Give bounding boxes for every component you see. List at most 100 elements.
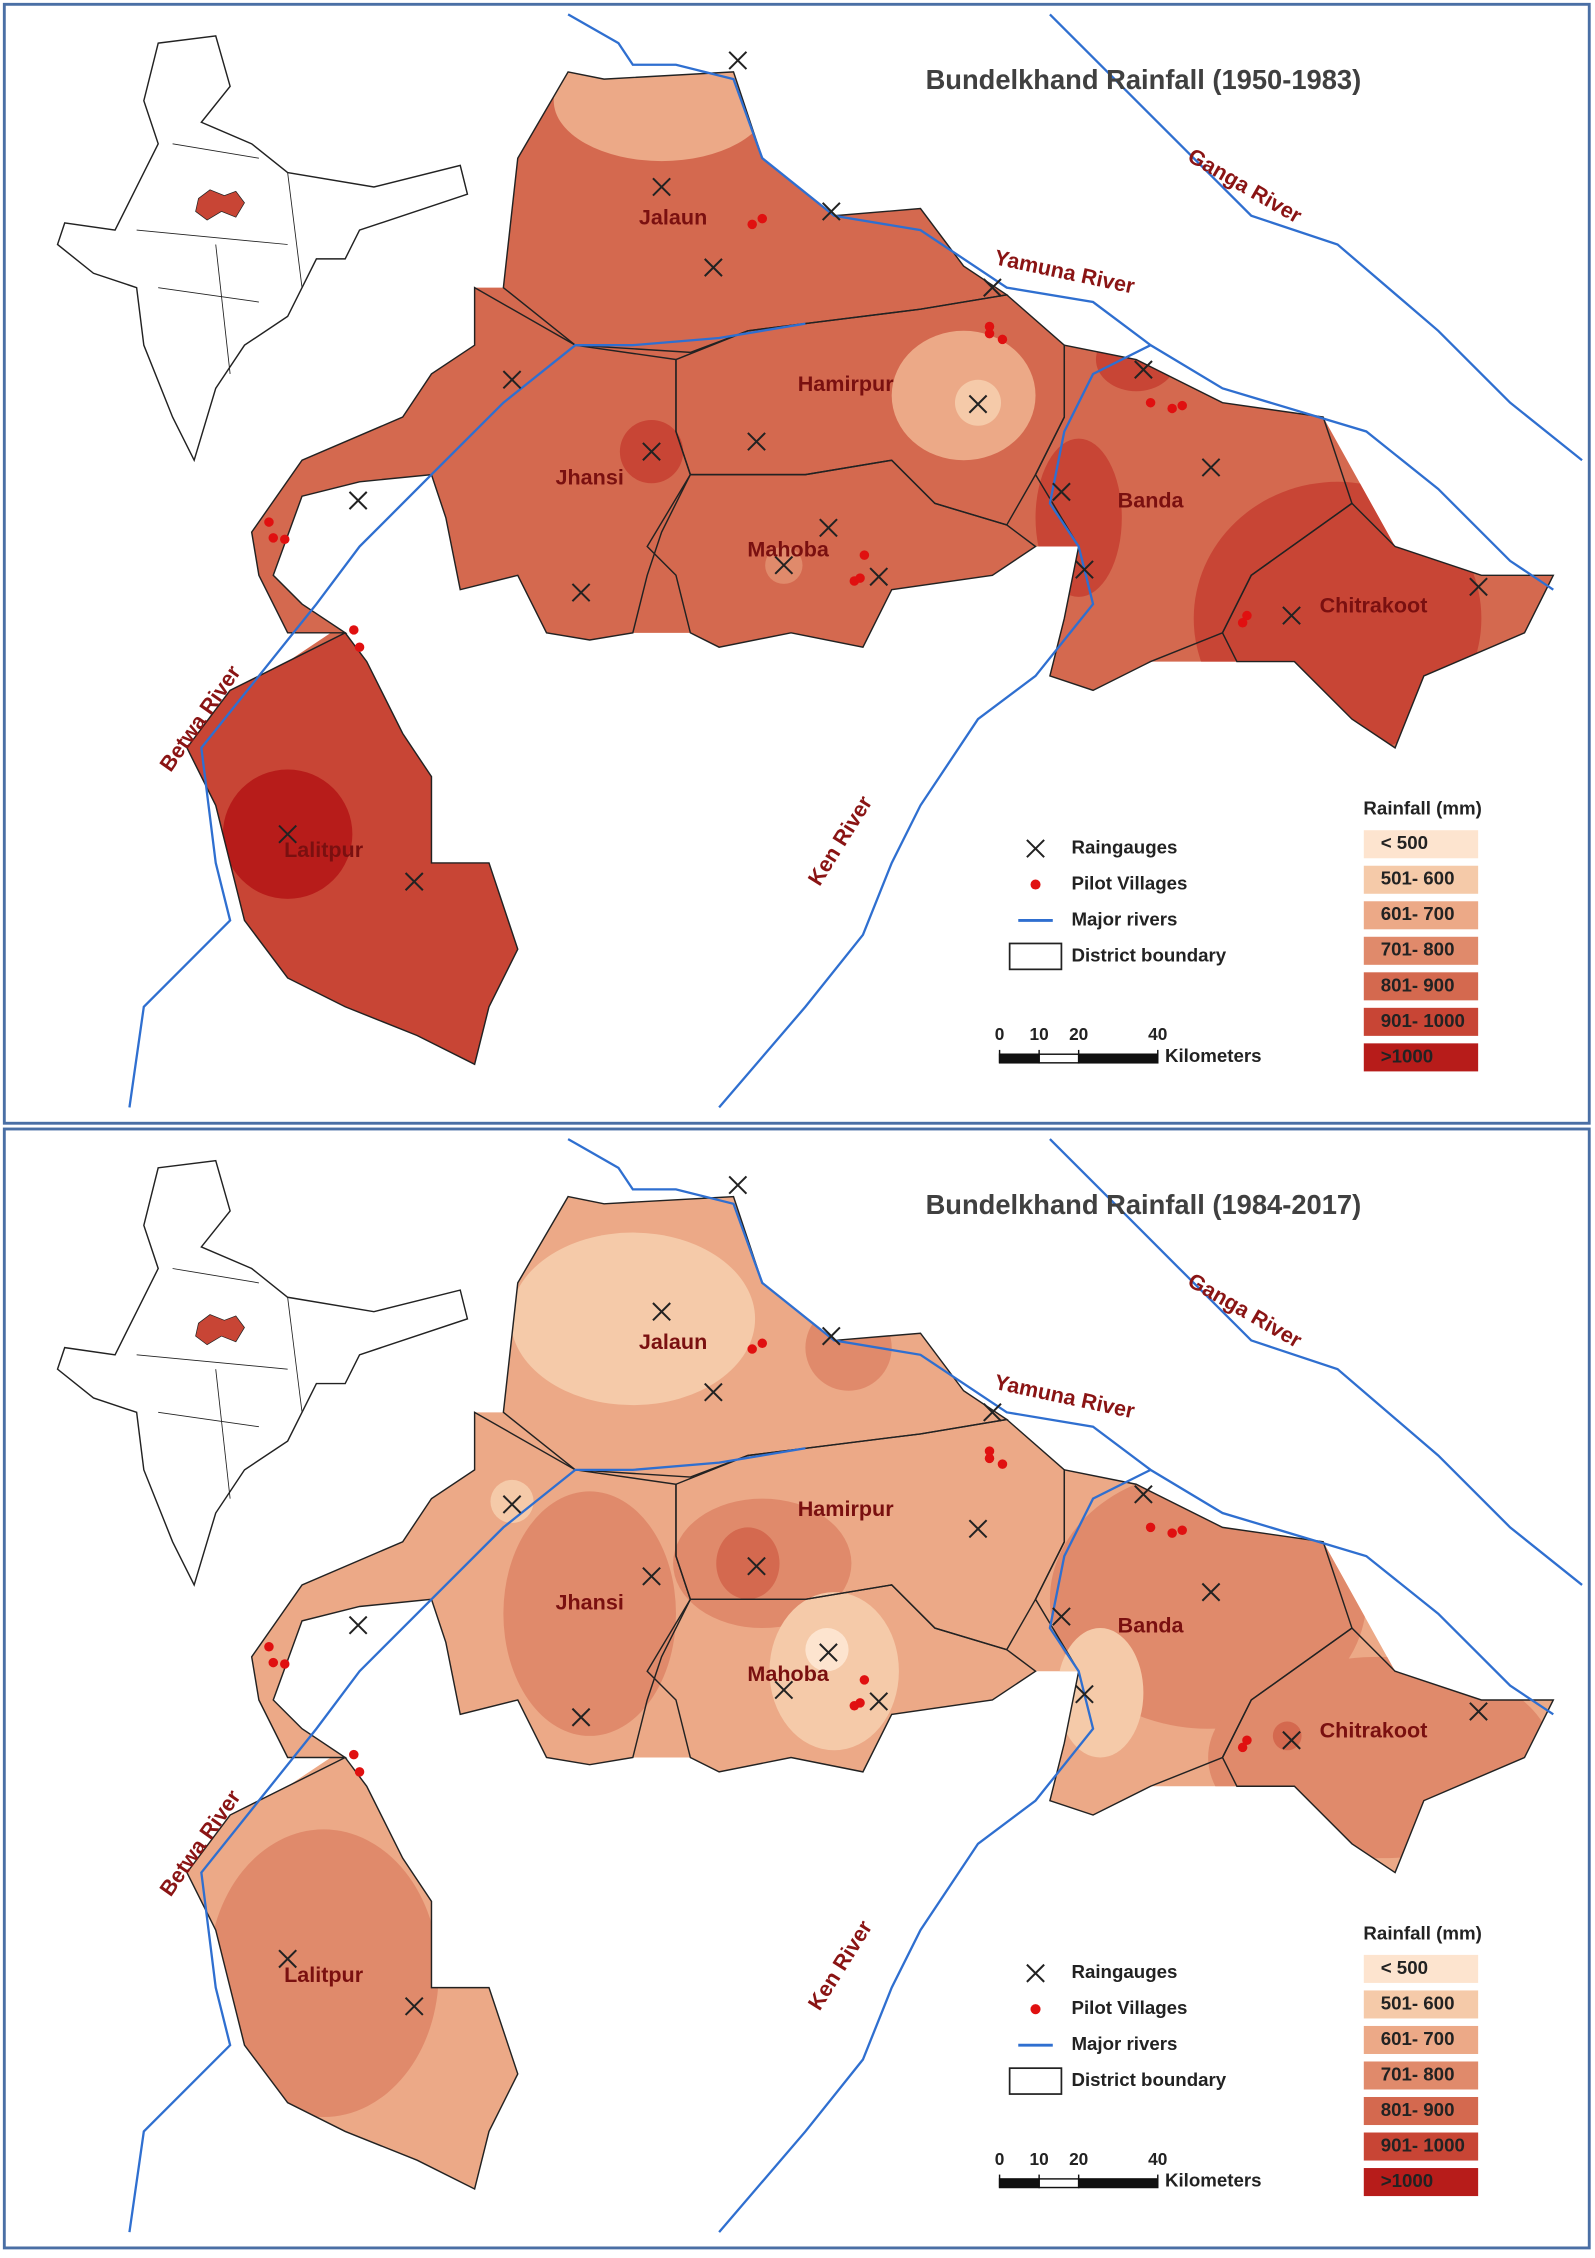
scale-segment bbox=[1038, 2178, 1080, 2189]
scale-segment bbox=[1077, 1053, 1159, 1064]
raingauge bbox=[348, 1615, 368, 1635]
india-outline bbox=[56, 35, 469, 463]
pilot-village bbox=[280, 534, 290, 545]
legend-label: Major rivers bbox=[1071, 908, 1177, 929]
raingauge bbox=[502, 1495, 522, 1514]
pilot-village bbox=[354, 1767, 365, 1777]
raingauge bbox=[404, 1996, 424, 2016]
district-label: Lalitpur bbox=[284, 837, 364, 862]
raingauge bbox=[821, 202, 841, 221]
legend-boundary bbox=[1008, 942, 1063, 971]
legend-label: Pilot Villages bbox=[1071, 872, 1187, 893]
district-label: Mahoba bbox=[747, 537, 829, 562]
pilot-village bbox=[264, 1642, 274, 1652]
raingauge bbox=[404, 872, 424, 891]
rainfall-class-label: 601- 700 bbox=[1381, 2028, 1455, 2049]
raingauge bbox=[819, 518, 838, 538]
raingauge bbox=[1282, 1730, 1301, 1750]
scale-tick-label: 40 bbox=[1148, 2149, 1167, 2169]
india-state-line bbox=[215, 1369, 231, 1499]
river bbox=[1049, 13, 1583, 462]
legend-raingauge bbox=[1026, 839, 1045, 858]
rainfall-class-swatch bbox=[1363, 936, 1479, 966]
india-highlight bbox=[195, 189, 245, 221]
rainfall-zone bbox=[503, 1491, 676, 1736]
rainfall-zone bbox=[490, 1479, 534, 1524]
district-label: Banda bbox=[1118, 488, 1185, 513]
rainfall-class-swatch bbox=[1363, 971, 1479, 1002]
legend-label: District boundary bbox=[1071, 944, 1226, 965]
raingauge bbox=[728, 1175, 748, 1195]
raingauge bbox=[968, 394, 988, 414]
rainfall-zone bbox=[186, 632, 518, 1065]
pilot-village bbox=[997, 1459, 1008, 1469]
pilot-village bbox=[1167, 1528, 1177, 1538]
india-state-line bbox=[172, 1268, 259, 1284]
district-boundary bbox=[646, 459, 1037, 649]
rainfall-class-swatch bbox=[1363, 829, 1479, 859]
raingauge bbox=[652, 1302, 671, 1321]
pilot-village bbox=[268, 533, 279, 543]
raingauge bbox=[1052, 482, 1071, 502]
rainfall-class-swatch bbox=[1363, 2025, 1479, 2055]
rainfall-zone bbox=[769, 1592, 899, 1751]
river bbox=[1049, 1138, 1583, 1586]
india-state-line bbox=[172, 143, 259, 159]
rainfall-zone bbox=[1057, 1628, 1144, 1758]
pilot-village bbox=[997, 334, 1008, 345]
pilot-village bbox=[859, 1675, 870, 1685]
river bbox=[718, 1468, 1152, 2233]
raingauge bbox=[278, 824, 297, 844]
raingauge bbox=[652, 177, 671, 197]
rainfall-class-swatch bbox=[1363, 1042, 1479, 1073]
pilot-village bbox=[1237, 618, 1248, 628]
district-label: Jhansi bbox=[556, 465, 624, 490]
rainfall-zone bbox=[954, 379, 1002, 426]
legend-raingauge bbox=[1026, 1963, 1045, 1983]
district-label: Jalaun bbox=[639, 204, 707, 229]
raingauge bbox=[571, 583, 591, 602]
scale-segment bbox=[998, 1053, 1040, 1064]
district-label: Hamirpur bbox=[798, 1496, 894, 1521]
district-boundary bbox=[1221, 502, 1555, 749]
rainfall-class-label: 801- 900 bbox=[1381, 2099, 1455, 2120]
scale-segment bbox=[1038, 1053, 1080, 1064]
raingauge bbox=[1469, 1702, 1488, 1721]
rainfall-legend-title: Rainfall (mm) bbox=[1363, 1922, 1481, 1943]
pilot-village bbox=[1167, 403, 1177, 414]
rainfall-zone bbox=[805, 1628, 849, 1672]
india-highlight bbox=[195, 1314, 245, 1346]
district-boundary bbox=[186, 1756, 519, 2191]
raingauge bbox=[502, 370, 522, 390]
pilot-village bbox=[984, 1446, 995, 1456]
raingauge bbox=[1282, 606, 1301, 625]
pilot-village bbox=[984, 328, 995, 339]
map-title: Bundelkhand Rainfall (1984-2017) bbox=[926, 1189, 1362, 1220]
rainfall-zone bbox=[716, 1527, 780, 1600]
district-label: Jalaun bbox=[639, 1329, 707, 1354]
raingauge bbox=[983, 278, 1002, 297]
river bbox=[128, 322, 806, 1108]
rainfall-class-label: 701- 800 bbox=[1381, 2063, 1455, 2084]
rainfall-class-swatch bbox=[1363, 1989, 1479, 2020]
pilot-village bbox=[757, 213, 768, 224]
legend-label: Raingauges bbox=[1071, 836, 1177, 857]
pilot-village bbox=[855, 1698, 865, 1708]
raingauge bbox=[1075, 560, 1094, 579]
pilot-village bbox=[1237, 1742, 1248, 1753]
district-label: Jhansi bbox=[556, 1589, 624, 1614]
india-outline bbox=[56, 1159, 469, 1587]
pilot-village bbox=[1177, 400, 1187, 411]
legend-label: Pilot Villages bbox=[1071, 1997, 1187, 2018]
scale-segment bbox=[1077, 2178, 1159, 2189]
india-state-line bbox=[136, 1354, 288, 1370]
rainfall-zone bbox=[510, 1232, 756, 1406]
raingauge bbox=[642, 1566, 661, 1586]
district-label: Chitrakoot bbox=[1320, 593, 1428, 618]
rainfall-class-label: < 500 bbox=[1381, 832, 1428, 853]
district-boundary bbox=[1221, 1627, 1555, 1874]
legend-village bbox=[1030, 879, 1041, 890]
raingauge bbox=[1052, 1607, 1071, 1626]
